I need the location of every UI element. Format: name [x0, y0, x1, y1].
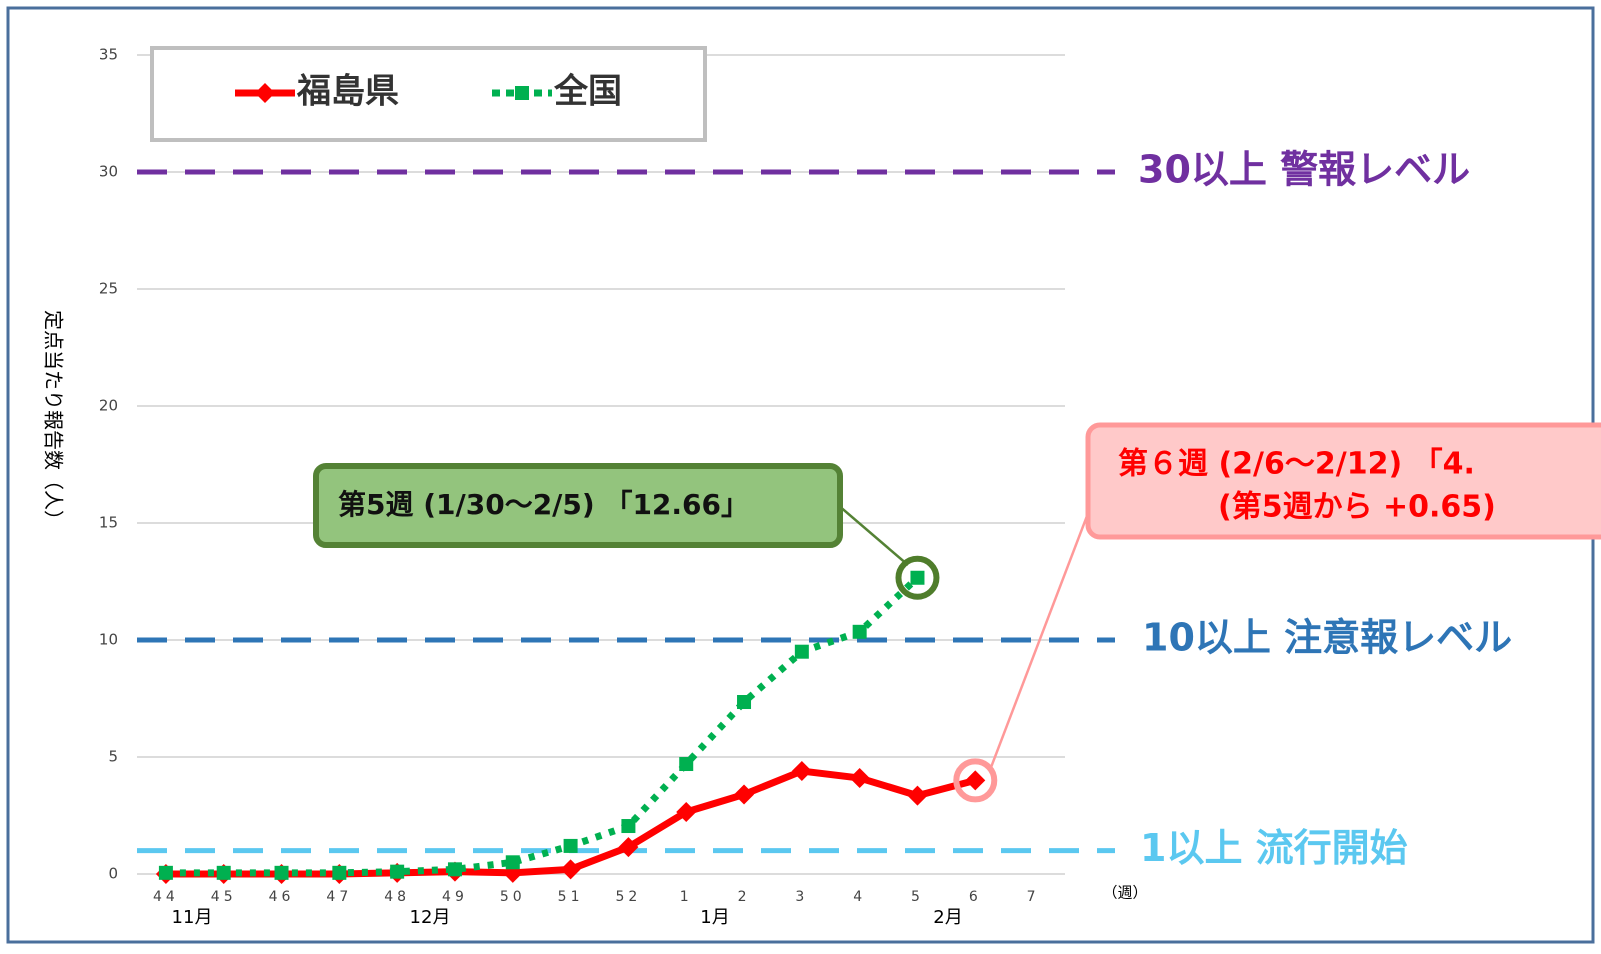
marker [447, 862, 462, 877]
legend-marker [515, 86, 529, 100]
x-tick-label: 7 [1027, 889, 1040, 905]
marker [158, 865, 173, 880]
callout-leader [837, 504, 909, 566]
marker [618, 837, 639, 858]
marker [849, 768, 870, 789]
y-tick-label: 10 [99, 631, 118, 649]
marker [965, 770, 986, 791]
marker [560, 859, 581, 880]
legend-label: 福島県 [296, 72, 399, 112]
month-label: 1月 [700, 907, 729, 928]
x-tick-label: 2 [738, 889, 751, 905]
reference-label: 10以上 注意報レベル [1142, 616, 1512, 660]
y-tick-label: 5 [108, 748, 118, 766]
x-tick-label: 4 [853, 889, 866, 905]
marker [737, 695, 752, 710]
callout-text: 第5週 (1/30～2/5) 「12.66」 [338, 488, 749, 521]
x-tick-label: 3 [795, 889, 808, 905]
y-tick-label: 20 [99, 397, 118, 415]
legend-label: 全国 [553, 72, 622, 112]
callout-box [313, 463, 843, 548]
reference-label: 30以上 警報レベル [1138, 148, 1470, 192]
reference-label: 1以上 流行開始 [1140, 826, 1408, 870]
x-tick-label: 45 [211, 889, 237, 905]
callout-text: (第5週から +0.65) [1218, 490, 1496, 525]
x-tick-label: 48 [384, 889, 410, 905]
marker [216, 865, 231, 880]
y-tick-label: 35 [99, 46, 118, 64]
y-axis-label: 定点当たり報告数（人） [42, 310, 66, 530]
x-unit: （週） [1102, 884, 1147, 902]
marker [910, 570, 925, 585]
marker [274, 865, 289, 880]
marker [907, 785, 928, 806]
marker [505, 855, 520, 870]
callout-ring [895, 555, 940, 600]
x-tick-label: 6 [969, 889, 982, 905]
x-tick-label: 51 [558, 889, 584, 905]
marker [852, 624, 867, 639]
marker [679, 757, 694, 772]
marker [332, 865, 347, 880]
month-label: 2月 [933, 907, 962, 928]
x-tick-label: 49 [442, 889, 468, 905]
callout-text: 第６週 (2/6～2/12) 「4. [1118, 447, 1475, 482]
callout-box [1085, 422, 1601, 540]
marker [676, 801, 697, 822]
x-tick-label: 5 [911, 889, 924, 905]
y-tick-label: 15 [99, 514, 118, 532]
x-tick-label: 52 [615, 889, 641, 905]
marker [794, 644, 809, 659]
series-line [165, 767, 977, 878]
x-tick-label: 1 [680, 889, 693, 905]
y-tick-label: 30 [99, 163, 118, 181]
x-tick-label: 44 [153, 889, 179, 905]
callout-leader [988, 494, 1097, 771]
marker [563, 838, 578, 853]
y-tick-label: 25 [99, 280, 118, 298]
marker [390, 864, 405, 879]
marker [791, 761, 812, 782]
legend-box [150, 46, 707, 142]
month-label: 12月 [410, 907, 451, 928]
x-tick-label: 46 [269, 889, 295, 905]
x-tick-label: 47 [326, 889, 352, 905]
legend-marker [255, 83, 275, 103]
y-tick-label: 0 [108, 865, 118, 883]
series-line [165, 575, 920, 877]
month-label: 11月 [172, 907, 213, 928]
marker [621, 819, 636, 834]
marker [734, 784, 755, 805]
callout-ring [953, 758, 998, 803]
x-tick-label: 50 [500, 889, 526, 905]
